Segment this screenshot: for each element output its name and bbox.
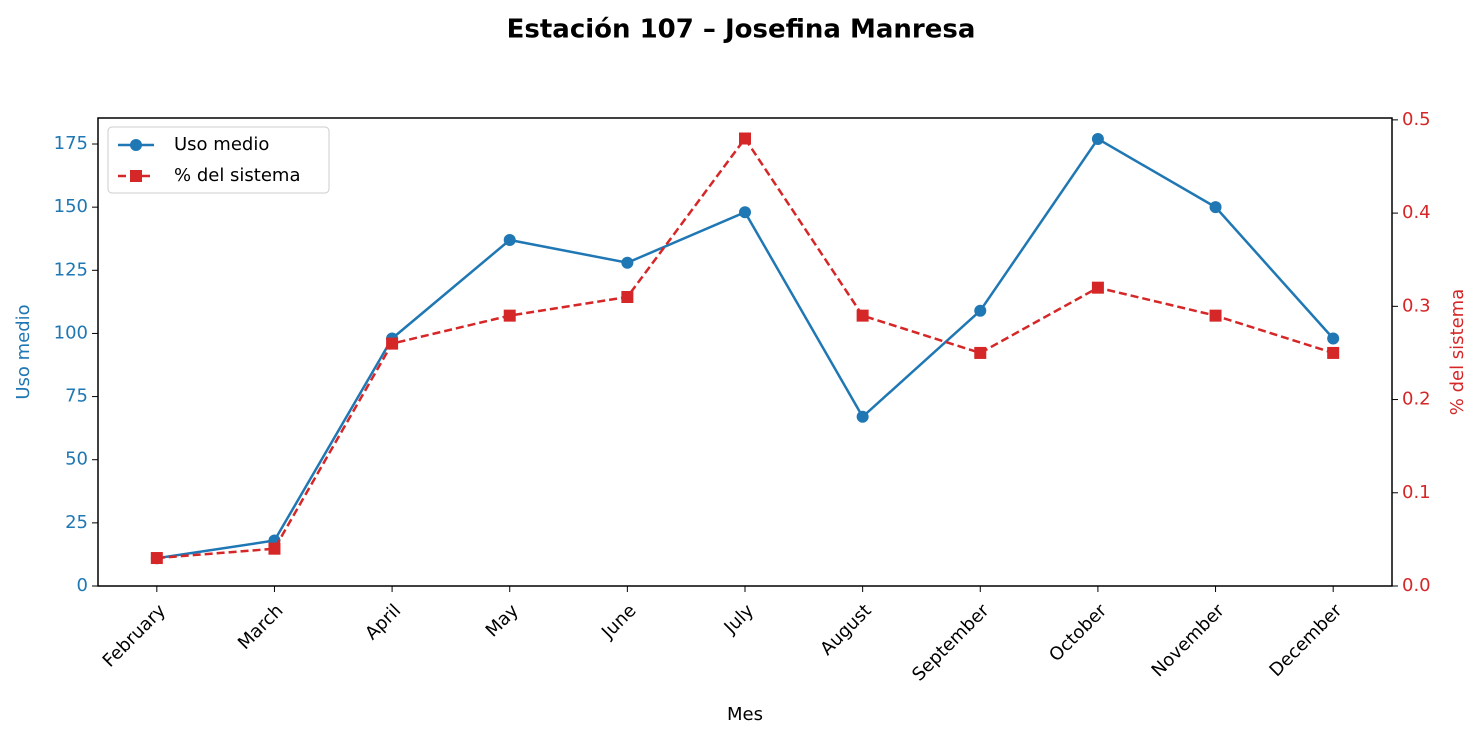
marker: [503, 309, 516, 322]
legend-label: % del sistema: [174, 165, 301, 186]
y2-tick-label: 0.4: [1402, 202, 1431, 223]
marker: [739, 132, 751, 145]
series-line: [156, 136, 1334, 560]
x-tick-label: February: [99, 600, 170, 671]
y-tick-label: 100: [54, 322, 88, 343]
y2-tick-label: 0.1: [1402, 482, 1431, 503]
marker: [1327, 346, 1340, 359]
marker: [621, 290, 634, 303]
legend-box: [107, 126, 330, 194]
marker: [150, 552, 163, 565]
x-tick-label: June: [597, 600, 640, 643]
y2-axis-label: % del sistema: [1447, 289, 1468, 416]
marker: [856, 410, 869, 423]
marker: [268, 542, 281, 555]
series-line: [156, 137, 1335, 560]
marker: [1091, 132, 1104, 145]
marker: [503, 233, 516, 246]
y2-tick-label: 0.5: [1402, 109, 1431, 130]
marker: [739, 206, 751, 219]
chart-title: Estación 107 – Josefina Manresa: [507, 15, 976, 45]
y-axis-label: Uso medio: [13, 304, 34, 399]
y-tick-label: 25: [65, 512, 88, 533]
x-tick-label: December: [1265, 600, 1346, 681]
y2-tick-label: 0.3: [1402, 295, 1431, 316]
x-tick-label: August: [816, 600, 875, 659]
marker: [1091, 281, 1104, 294]
marker: [974, 346, 987, 359]
y-tick-label: 125: [54, 259, 88, 280]
x-tick-label: July: [720, 600, 759, 639]
x-tick-label: November: [1148, 600, 1229, 681]
x-tick-label: September: [908, 600, 994, 686]
x-tick-label: October: [1045, 600, 1111, 666]
marker: [974, 304, 987, 317]
y2-tick-label: 0.0: [1402, 575, 1431, 596]
marker: [1209, 201, 1222, 214]
y-tick-label: 150: [54, 196, 88, 217]
x-tick-label: April: [361, 600, 405, 644]
marker: [1209, 309, 1222, 322]
marker: [621, 256, 634, 269]
legend-marker: [130, 139, 142, 151]
y-tick-label: 0: [77, 575, 88, 596]
y-tick-label: 75: [65, 386, 88, 407]
x-tick-label: March: [234, 600, 288, 654]
y-tick-label: 175: [54, 133, 88, 154]
x-axis-label: Mes: [727, 704, 763, 725]
marker: [856, 309, 869, 322]
y2-tick-label: 0.2: [1402, 389, 1431, 410]
marker: [386, 337, 399, 350]
y-tick-label: 50: [65, 449, 88, 470]
legend-label: Uso medio: [174, 134, 269, 155]
legend-marker: [130, 170, 142, 182]
x-tick-label: May: [482, 600, 523, 641]
marker: [1327, 332, 1340, 345]
